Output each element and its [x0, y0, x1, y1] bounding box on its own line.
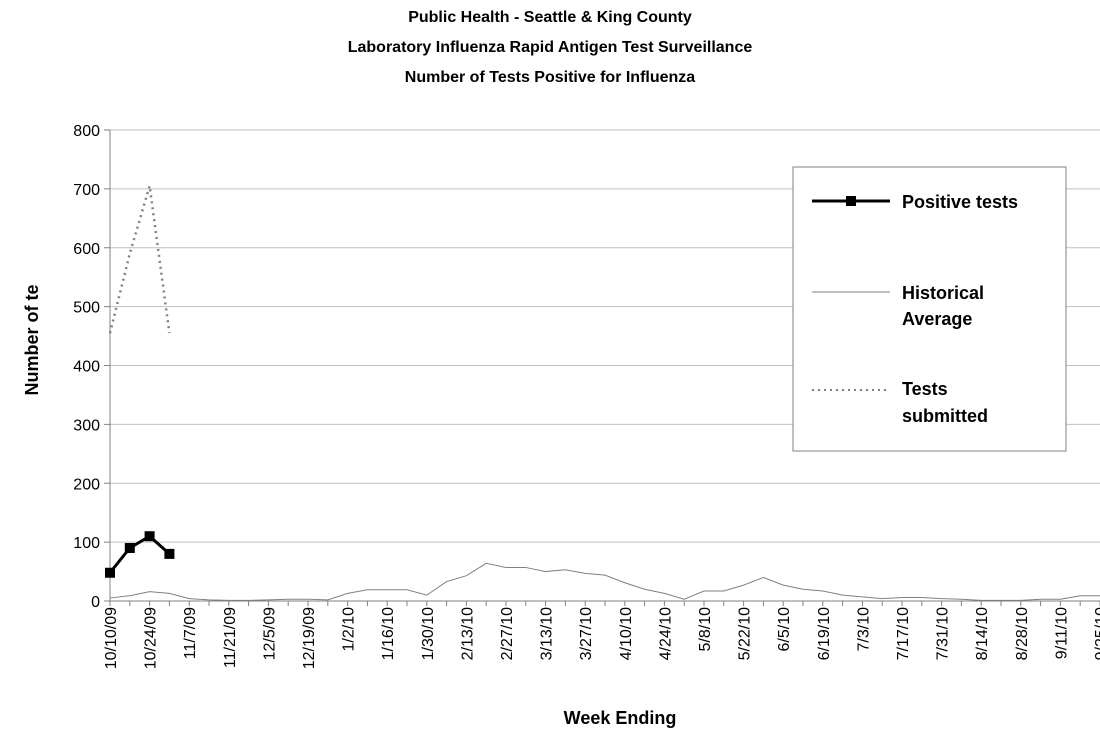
x-axis-title: Week Ending [564, 708, 677, 728]
x-tick-label: 3/27/10 [578, 607, 595, 660]
x-tick-label: 4/24/10 [657, 607, 674, 660]
chart-title-line-1: Public Health - Seattle & King County [408, 9, 692, 26]
x-tick-label: 5/8/10 [697, 607, 714, 652]
x-tick-label: 11/21/09 [222, 607, 239, 668]
x-tick-label: 1/2/10 [341, 607, 358, 652]
point-positive-tests [105, 567, 115, 578]
x-tick-label: 3/13/10 [539, 607, 556, 660]
chart-title-line-2: Laboratory Influenza Rapid Antigen Test … [348, 39, 753, 56]
y-tick-label: 0 [91, 594, 100, 611]
y-tick-label: 100 [73, 535, 100, 552]
legend-marker-positive-tests [846, 196, 856, 206]
point-positive-tests [164, 548, 175, 559]
y-axis-ticks: 0 100 200 300 400 500 600 700 800 [73, 123, 100, 611]
y-tick-label: 200 [73, 476, 100, 493]
series-line-historical-average [109, 562, 1100, 601]
x-tick-label: 4/10/10 [618, 607, 635, 660]
x-tick-label: 12/19/09 [301, 607, 318, 669]
y-tick-label: 600 [73, 241, 100, 258]
y-tick-label: 700 [73, 182, 100, 199]
x-tick-label: 1/30/10 [420, 607, 437, 660]
series-line-tests-submitted [108, 185, 171, 334]
x-tick-label: 11/7/09 [182, 607, 199, 659]
legend-label-tests-submitted: Tests submitted [902, 379, 988, 426]
point-positive-tests [124, 543, 135, 554]
gridlines [110, 129, 1100, 543]
legend-box [792, 166, 1067, 452]
x-axis-ticks: 10/10/09 10/24/09 11/7/09 11/21/09 12/5/09 12… [103, 607, 1100, 669]
x-tick-label: 10/10/09 [103, 607, 120, 669]
x-tick-label: 7/3/10 [855, 607, 872, 652]
x-tick-label: 6/19/10 [816, 607, 833, 660]
y-tick-label: 800 [73, 123, 100, 140]
x-tick-label: 8/28/10 [1014, 607, 1031, 660]
x-tick-label: 2/27/10 [499, 607, 516, 660]
series-layer [105, 185, 1100, 601]
legend-label-positive-tests: Positive tests [902, 192, 1018, 212]
legend-label-historical-average: Historical Average [902, 283, 984, 329]
y-axis-title: Number of te [22, 284, 42, 395]
y-tick-label: 500 [73, 300, 100, 317]
point-positive-tests [144, 531, 155, 542]
y-tick-label: 300 [73, 417, 100, 434]
x-tick-label: 7/31/10 [935, 607, 952, 660]
x-tick-label: 8/14/10 [974, 607, 991, 660]
series-line-positive-tests [108, 534, 171, 574]
x-tick-label: 12/5/09 [261, 607, 278, 660]
x-tick-label: 2/13/10 [459, 607, 476, 660]
legend: Positive tests Historical Average Tests subm… [792, 166, 1067, 452]
x-tick-label: 9/11/10 [1053, 607, 1070, 659]
y-tick-label: 400 [73, 359, 100, 376]
x-tick-label: 5/22/10 [737, 607, 754, 660]
chart-title-line-3: Number of Tests Positive for Influenza [405, 69, 696, 86]
axes [104, 129, 1100, 606]
x-tick-label: 9/25/10 [1093, 607, 1100, 660]
x-tick-label: 1/16/10 [380, 607, 397, 660]
x-tick-label: 10/24/09 [143, 607, 160, 669]
x-tick-label: 6/5/10 [776, 607, 793, 652]
x-tick-label: 7/17/10 [895, 607, 912, 660]
